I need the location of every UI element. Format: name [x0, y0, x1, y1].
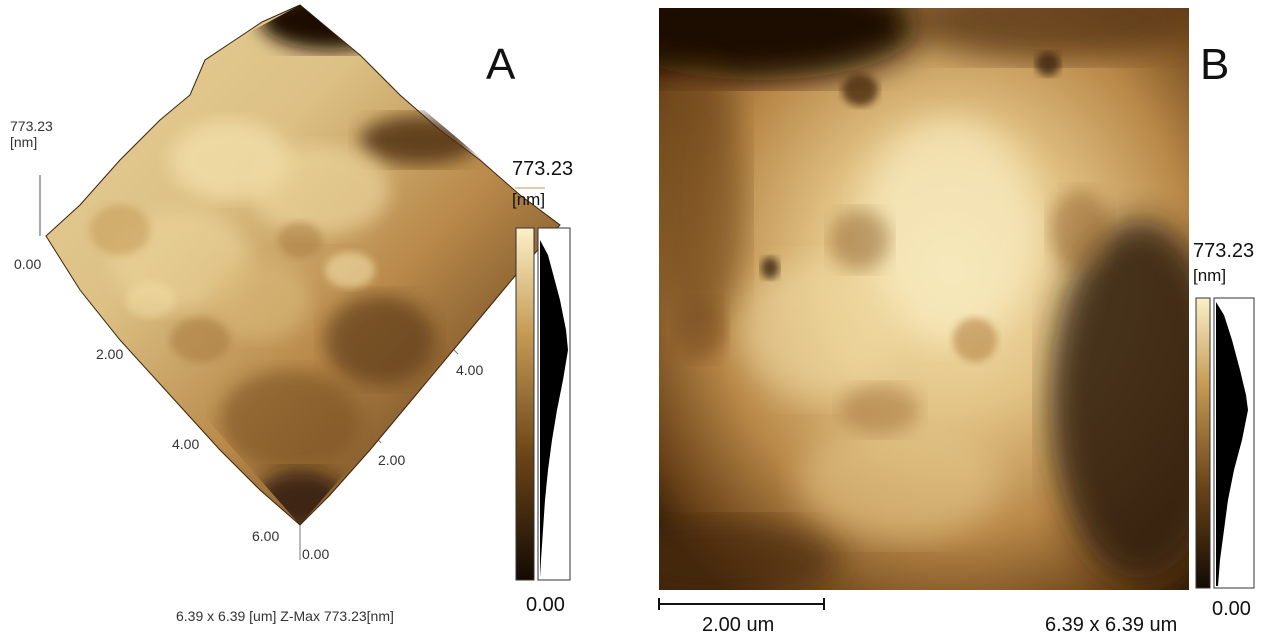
panel-a-right-tick-3: 4.00 — [456, 362, 484, 378]
panel-b-letter: B — [1200, 40, 1230, 89]
panel-a-left-tick-1: 2.00 — [96, 346, 124, 362]
panel-a-caption: 6.39 x 6.39 [um] Z-Max 773.23[nm] — [176, 608, 394, 624]
panel-a-bar-top: 773.23 — [512, 158, 574, 180]
panel-b-image — [658, 8, 1255, 610]
panel-b-size-label: 6.39 x 6.39 um — [1045, 614, 1178, 636]
panel-a-z-unit: [nm] — [10, 134, 38, 150]
panel-b-bar-top: 773.23 — [1193, 240, 1255, 262]
panel-a-left-tick-3: 6.00 — [252, 528, 280, 544]
panel-b-bar-bottom: 0.00 — [1212, 598, 1251, 620]
panel-a-z-top: 773.23 — [10, 118, 53, 134]
panel-a-right-tick-2: 2.00 — [378, 452, 406, 468]
panel-a-right-tick-1: 0.00 — [302, 546, 330, 562]
panel-b-bar-unit: [nm] — [1193, 266, 1227, 285]
panel-a-z-zero: 0.00 — [14, 256, 42, 272]
panel-b-scalebar-label: 2.00 um — [702, 614, 775, 636]
panel-a-left-tick-2: 4.00 — [172, 436, 200, 452]
panel-a-bar-unit: [nm] — [512, 190, 546, 209]
panel-a-bar-bottom: 0.00 — [526, 594, 565, 616]
panel-a-letter: A — [486, 40, 516, 89]
